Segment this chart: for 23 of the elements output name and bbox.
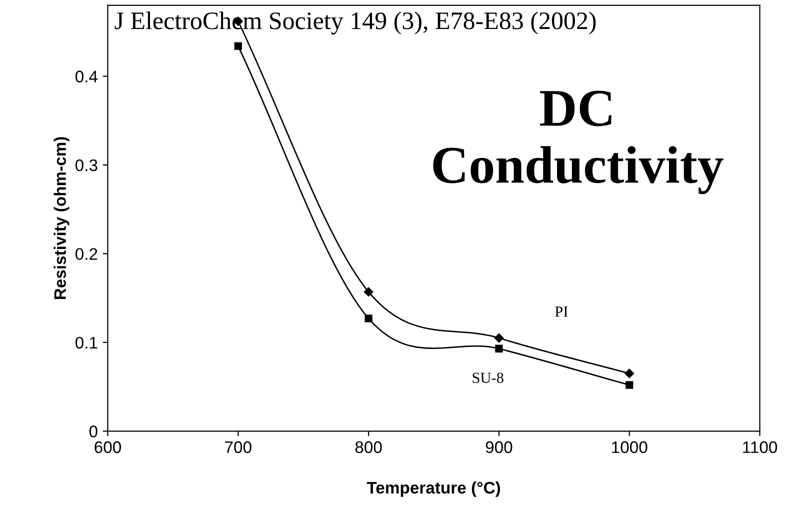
x-tick-label: 1000 xyxy=(612,441,648,454)
annotation: DC Conductivity xyxy=(433,90,724,194)
point xyxy=(624,368,634,378)
x-tick-label: 1100 xyxy=(743,441,778,454)
y-tick-label: 0.1 xyxy=(76,336,98,349)
x-tick-label: 900 xyxy=(486,441,512,454)
point xyxy=(626,381,634,389)
x-tick-label: 700 xyxy=(225,441,252,454)
x-tick-label: 600 xyxy=(94,441,121,454)
series-label: SU-8 xyxy=(472,372,504,384)
point xyxy=(364,287,374,296)
point xyxy=(495,344,503,352)
x-tick-label: 800 xyxy=(355,441,382,454)
point xyxy=(494,333,504,343)
y-tick-label: 0.4 xyxy=(76,70,98,82)
point xyxy=(364,314,372,322)
y-tick-label: 0 xyxy=(89,426,98,438)
y-tick-label: 0.2 xyxy=(76,248,98,260)
point xyxy=(234,42,242,50)
y-axis-title: Resistivity (ohm-cm) xyxy=(54,137,70,300)
text: PI xyxy=(555,306,568,317)
y-tick-label: 0.3 xyxy=(76,159,98,172)
x-axis-title: Temperature (°C) xyxy=(366,481,500,497)
